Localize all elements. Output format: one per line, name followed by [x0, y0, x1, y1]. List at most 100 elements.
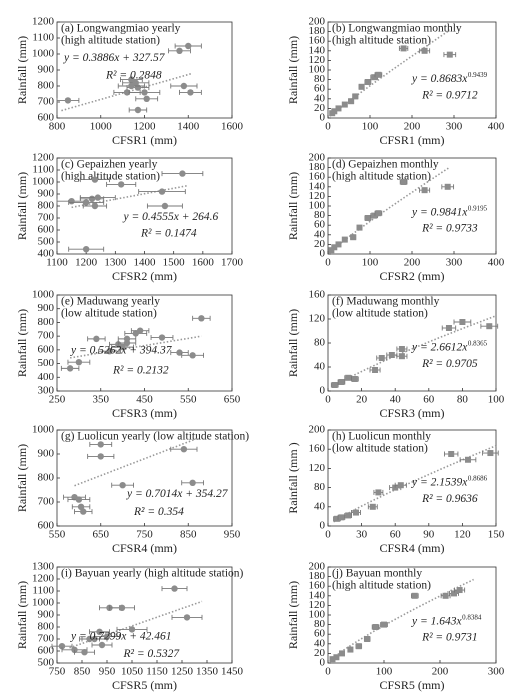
x-tick-label: 1350 — [196, 666, 219, 678]
x-tick-label: 400 — [488, 121, 505, 133]
y-tick-label: 120 — [309, 190, 326, 202]
point — [103, 633, 111, 640]
equation-exponent: 0.8365 — [468, 339, 488, 347]
y-tick-label: 1200 — [32, 16, 55, 28]
point — [341, 101, 348, 108]
point — [486, 323, 493, 330]
point — [421, 47, 428, 54]
y-tick-label: 900 — [38, 448, 55, 460]
y-axis-label: Rainfall (mm ) — [286, 442, 300, 513]
y-tick-label: 20 — [314, 238, 326, 250]
panel-title: (h) Luolicun monthly — [332, 431, 431, 443]
x-tick-label: 1400 — [134, 257, 157, 269]
point — [123, 339, 131, 347]
point — [371, 74, 378, 81]
equation: y = 0.4555x + 264.6 — [123, 211, 219, 223]
x-tick-label: 0 — [325, 529, 331, 541]
point — [141, 89, 148, 96]
panel-title: (f) Maduwang monthly — [332, 296, 440, 308]
r-squared: R² = 0.9636 — [421, 493, 478, 505]
equation: y = 0.5262x + 394.37 — [70, 344, 173, 356]
point — [350, 234, 357, 241]
point — [123, 89, 131, 96]
y-tick-label: 160 — [309, 580, 326, 592]
x-tick-label: 100 — [376, 666, 393, 678]
point — [91, 176, 99, 183]
point — [68, 198, 75, 205]
point — [183, 614, 191, 621]
y-tick-label: 80 — [314, 209, 326, 221]
point — [161, 202, 169, 210]
point — [421, 187, 428, 194]
panel-title: (b) Longwangmiao monthly — [332, 23, 462, 35]
y-tick-label: 180 — [309, 25, 326, 37]
point — [356, 224, 363, 231]
y-tick-label: 600 — [38, 224, 55, 236]
y-tick-label: 100 — [309, 609, 326, 621]
y-tick-label: 140 — [309, 180, 326, 192]
point — [176, 349, 183, 356]
equation: y = 0.7014x + 354.27 — [126, 488, 229, 500]
y-axis-label: Rainfall (mm) — [15, 172, 29, 240]
y-tick-label: 100 — [309, 64, 326, 76]
point — [338, 379, 345, 385]
equation: y = 0.7299x + 42.461 — [70, 631, 171, 643]
r-squared: R² = 0.2132 — [112, 364, 169, 376]
point — [117, 181, 125, 188]
x-tick-label: 300 — [446, 121, 463, 133]
point — [128, 76, 135, 83]
panel-title: (high altitude station) — [332, 171, 431, 183]
x-tick-label: 1150 — [146, 666, 168, 678]
point — [456, 587, 463, 594]
y-tick-label: 20 — [314, 647, 326, 659]
y-tick-label: 40 — [314, 637, 326, 649]
point — [331, 108, 338, 115]
y-tick-label: 1100 — [32, 164, 54, 176]
x-tick-label: 150 — [488, 529, 505, 541]
point — [106, 348, 113, 355]
point — [189, 352, 196, 359]
x-tick-label: 120 — [454, 529, 471, 541]
x-tick-label: 100 — [488, 394, 505, 406]
r-squared: R² = 0.5327 — [123, 648, 181, 660]
y-axis-label: Rainfall (mm) — [286, 36, 300, 104]
y-tick-label: 1000 — [32, 48, 55, 60]
point — [97, 453, 104, 460]
y-tick-label: 40 — [314, 92, 326, 104]
y-tick-label: 400 — [38, 248, 55, 260]
x-tick-label: 60 — [423, 394, 435, 406]
y-tick-label: 160 — [309, 35, 326, 47]
x-tick-label: 40 — [390, 394, 402, 406]
y-tick-label: 120 — [309, 462, 326, 474]
x-tick-label: 0 — [325, 666, 331, 678]
y-tick-label: 180 — [309, 570, 326, 582]
point — [369, 503, 376, 510]
point — [411, 592, 418, 599]
x-tick-label: 1450 — [221, 666, 244, 678]
y-tick-label: 160 — [309, 443, 326, 455]
y-tick-label: 80 — [314, 73, 326, 85]
x-tick-label: 650 — [93, 529, 110, 541]
point — [198, 315, 205, 322]
y-tick-label: 80 — [314, 481, 326, 493]
y-tick-label: 200 — [309, 16, 326, 28]
point — [388, 352, 395, 358]
y-tick-label: 60 — [314, 219, 326, 231]
y-tick-label: 1200 — [32, 573, 55, 585]
point — [448, 451, 455, 457]
point — [189, 479, 196, 486]
y-tick-label: 1000 — [32, 176, 55, 188]
x-tick-label: 1400 — [177, 121, 200, 133]
y-tick-label: 500 — [38, 657, 55, 669]
x-tick-label: 850 — [74, 666, 91, 678]
equation: y = 0.3886x + 327.57 — [63, 52, 166, 64]
r-squared: R² = 0.9705 — [421, 358, 478, 370]
point — [465, 456, 471, 463]
x-axis-label: CFSR2 (mm) — [112, 269, 177, 283]
point — [358, 83, 365, 90]
r-squared: R² = 0.9712 — [421, 90, 478, 102]
point — [331, 244, 338, 251]
y-tick-label: 600 — [38, 520, 55, 532]
point — [88, 195, 96, 202]
point — [128, 626, 136, 633]
